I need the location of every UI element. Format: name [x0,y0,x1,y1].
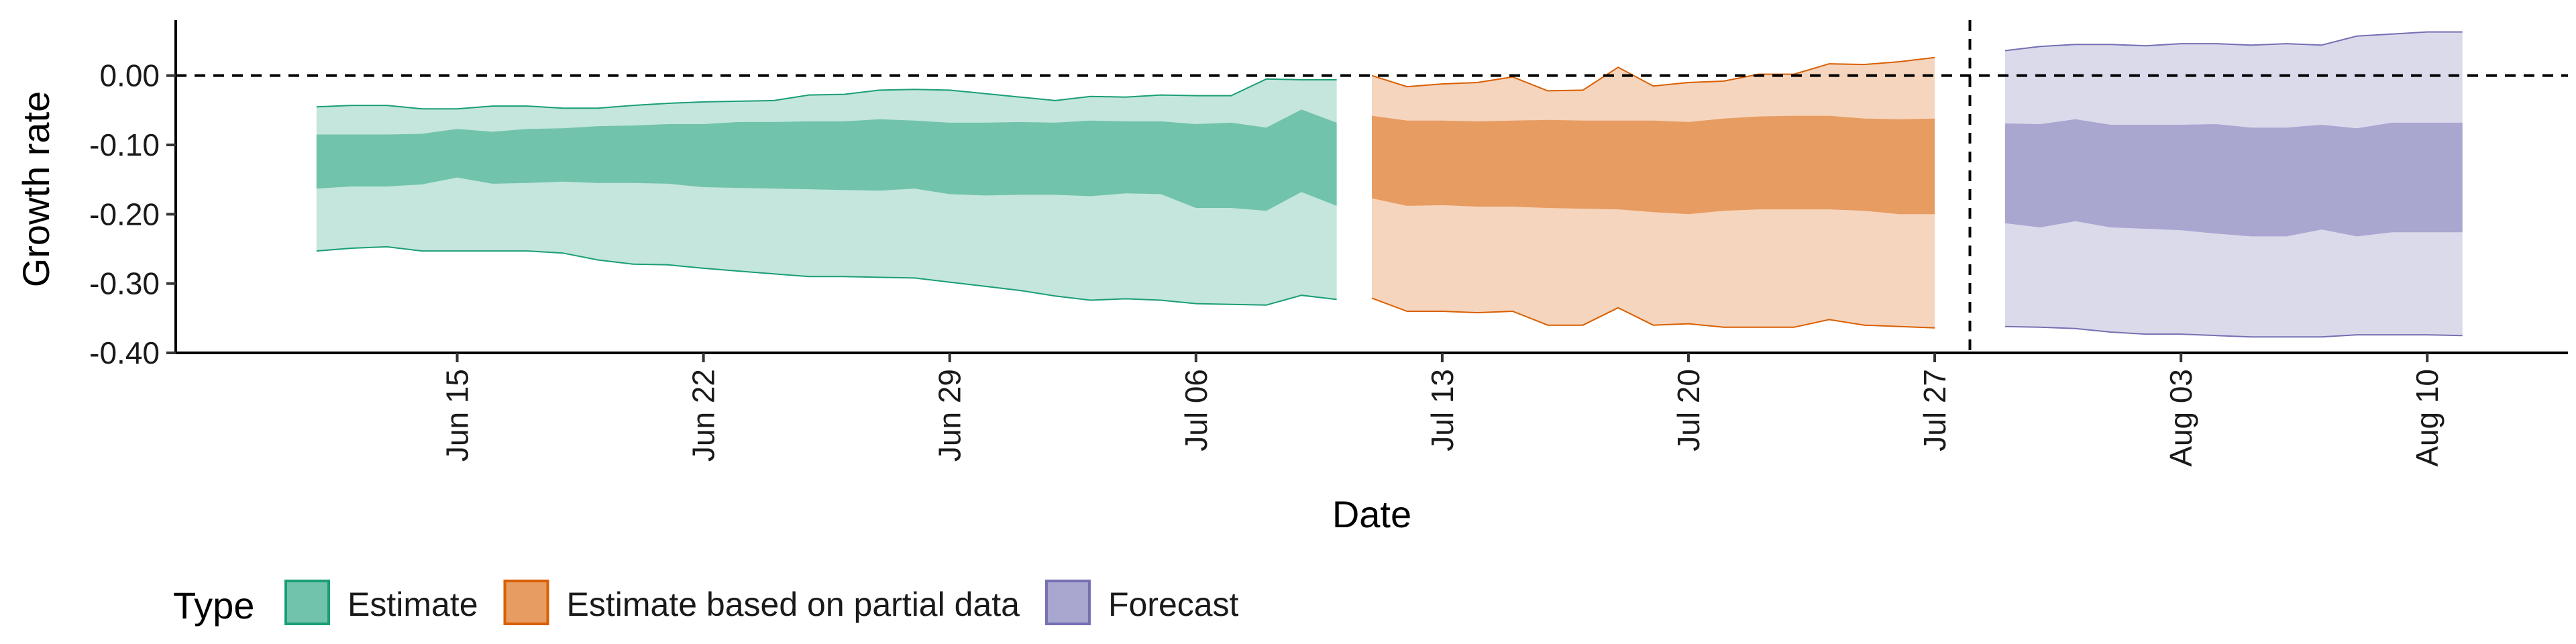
legend-item-forecast: Forecast [1044,580,1239,625]
x-tick-label: Jul 27 [1917,369,1952,451]
x-tick-label: Jul 20 [1671,369,1706,451]
band-90-lower-edge-forecast [2004,325,2463,338]
series-forecast [2004,31,2463,338]
legend-label-estimate-based-on-partial-data: Estimate based on partial data [567,586,1020,623]
legend-item-estimate: Estimate [284,580,478,625]
band-50-estimate-based-on-partial-data [1372,115,1935,215]
y-ticks: 0.00 -0.10 -0.20 -0.30 -0.40 [89,58,176,370]
axes: 0.00-0.10-0.20-0.30-0.40 Jun 15 Jun 22 Jun… [89,20,2568,467]
x-tick-label: Aug 03 [2163,369,2198,467]
series-estimate [316,78,1337,306]
legend-label-forecast: Forecast [1108,586,1239,623]
y-tick-label: -0.40 [89,335,160,370]
y-tick-label: -0.10 [89,127,160,162]
x-tick-label: Jul 13 [1425,369,1460,451]
x-tick-label: Jun 15 [440,369,475,462]
x-ticks: Jun 15 Jun 22 Jun 29 Jul 06 Jul 13 Jul 20 Jul … [440,353,2445,467]
legend-key-estimate [284,580,330,625]
x-axis-title: Date [1332,493,1411,535]
band-90-lower-edge-estimate [316,246,1337,306]
y-tick-label: -0.30 [89,266,160,301]
legend-items: Estimate Estimate based on partial data Fo… [284,580,1239,625]
legend-title: Type [173,584,254,627]
legend-key-forecast [1044,580,1091,625]
x-tick-label: Jun 29 [932,369,967,462]
band-50-estimate [316,109,1337,211]
x-tick-label: Jul 06 [1179,369,1214,451]
y-axis-title: Growth rate [15,91,57,288]
band-90-upper-edge-estimate-based-on-partial-data [1371,56,1935,92]
legend-key-estimate-based-on-partial-data [503,580,549,625]
legend-item-estimate-based-on-partial-data: Estimate based on partial data [503,580,1020,625]
band-90-upper-edge-forecast [2004,31,2463,52]
legend: Type Estimate Estimate based on partial d… [173,580,1239,627]
y-tick-label: -0.20 [89,197,160,231]
plot-area [176,20,2568,353]
x-tick-label: Jun 22 [686,369,721,462]
band-90-upper-edge-estimate [316,78,1337,110]
y-tick-label: 0.00 [99,58,160,93]
band-90-lower-edge-estimate-based-on-partial-data [1371,297,1935,329]
x-tick-label: Aug 10 [2410,369,2445,467]
legend-label-estimate: Estimate [347,586,478,623]
series-estimate-based-on-partial-data [1371,56,1935,329]
band-50-forecast [2004,119,2463,237]
